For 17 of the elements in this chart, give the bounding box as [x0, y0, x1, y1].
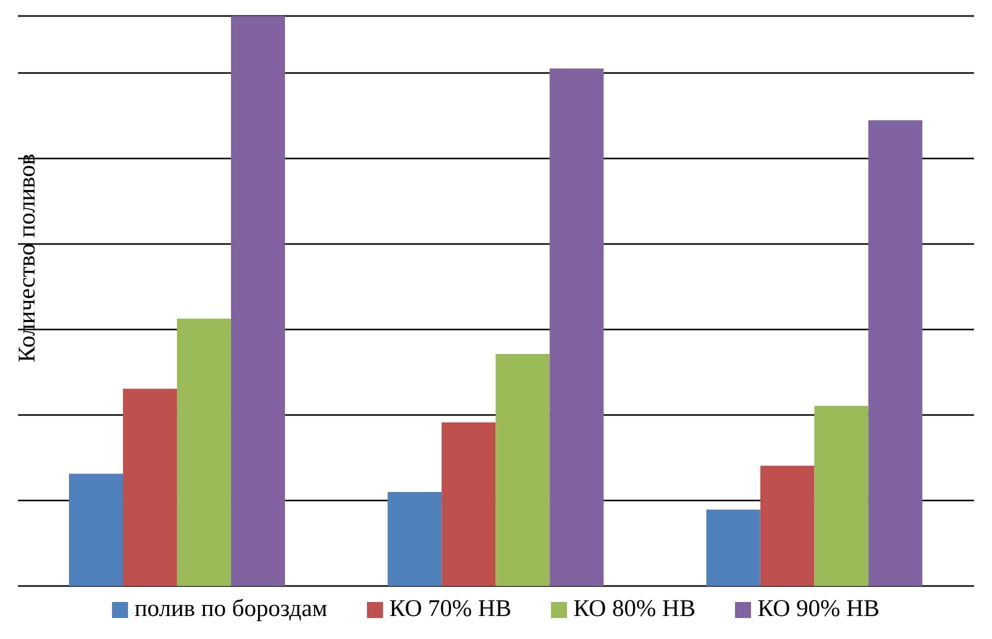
bar	[122, 388, 177, 586]
bar	[68, 474, 123, 586]
bar	[388, 492, 442, 586]
y-axis-title: Количество поливов	[14, 154, 42, 362]
legend-label: полив по бороздам	[134, 596, 328, 623]
bar	[706, 510, 760, 586]
legend-label: КО 90% НВ	[757, 596, 880, 623]
legend-label: КО 70% НВ	[389, 596, 512, 623]
bar	[550, 68, 604, 586]
bar	[176, 318, 231, 586]
bar	[496, 354, 550, 586]
bar	[230, 16, 285, 586]
legend-label: КО 80% НВ	[573, 596, 696, 623]
bar	[442, 422, 496, 586]
bar	[760, 466, 814, 586]
bar	[814, 406, 868, 586]
bar	[868, 120, 922, 586]
